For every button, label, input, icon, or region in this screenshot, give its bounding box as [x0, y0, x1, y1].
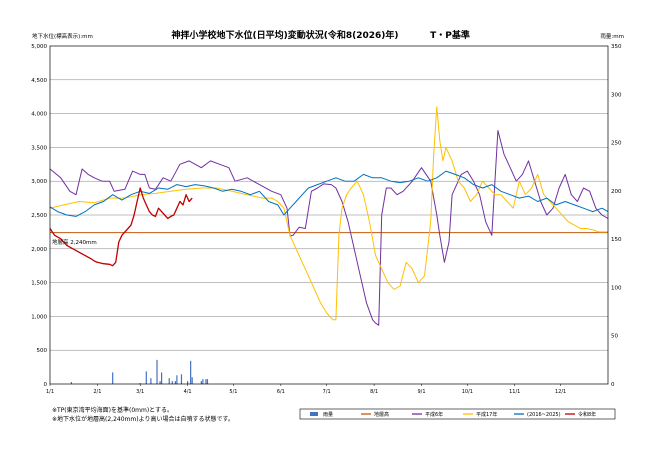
series-line-r8: [49, 187, 193, 267]
x-tick-label: 6/1: [277, 389, 285, 395]
y-tick-label: 4,500: [31, 78, 47, 84]
x-tick-label: 2/1: [93, 389, 101, 395]
y2-tick-label: 250: [611, 141, 622, 147]
legend-frame: [299, 408, 616, 420]
rain-bar: [70, 382, 73, 384]
chart-title-suffix: T・P基準: [430, 29, 470, 41]
x-tick-label: 7/1: [323, 389, 331, 395]
legend-label: 平成17年: [476, 411, 497, 418]
series-line-h17: [49, 106, 608, 321]
y-tick-label: 4,000: [31, 112, 47, 118]
y2-tick-label: 0: [611, 382, 615, 388]
legend-label: 令和8年: [578, 411, 596, 418]
rain-bar: [205, 379, 207, 384]
x-tick-label: 4/1: [184, 389, 192, 395]
rain-bar: [174, 381, 176, 384]
y-tick-label: 3,000: [31, 179, 47, 185]
right-axis-unit: 雨量:mm: [600, 33, 624, 40]
chart-title: 神拝小学校地下水位(日平均)変動状況(令和8(2026)年): [172, 29, 399, 41]
rain-bar: [159, 381, 161, 384]
y-tick-label: 0: [44, 382, 48, 388]
y-tick-label: 5,000: [31, 44, 47, 50]
y-tick-label: 1,500: [31, 281, 47, 287]
legend-label: 平成6年: [425, 411, 443, 418]
x-tick-label: 12/1: [555, 389, 566, 395]
left-axis-unit: 地下水位(標高表示):mm: [32, 32, 93, 40]
rain-bar: [206, 379, 209, 384]
note-1: ※TP(東京湾平均海面)を基準(0mm)とする。: [52, 406, 173, 414]
rain-bar: [186, 381, 189, 384]
series-lines: [49, 106, 609, 326]
y2-tick-label: 350: [611, 44, 622, 50]
rain-bar: [202, 379, 204, 384]
rain-bars: [70, 359, 209, 384]
x-tick-label: 9/1: [417, 389, 425, 395]
rain-bar: [161, 372, 163, 384]
y2-tick-label: 100: [611, 285, 622, 291]
x-tick-label: 11/1: [509, 389, 520, 395]
x-tick-label: 1/1: [46, 389, 54, 395]
ground-level-label: 地層高 2,240mm: [52, 238, 97, 246]
axis-layer: 05001,0001,5002,0002,5003,0003,5004,0004…: [31, 44, 622, 395]
grid-layer: [50, 79, 608, 351]
y2-tick-label: 150: [611, 237, 622, 243]
rain-bar: [171, 381, 173, 384]
plot-frame: [49, 45, 609, 385]
note-2: ※地下水位が地層高(2,240mm)より高い場合は自噴する状態です。: [52, 415, 234, 423]
series-line-h6: [49, 130, 609, 326]
y-tick-label: 1,000: [31, 314, 47, 320]
x-tick-label: 5/1: [229, 389, 237, 395]
y-tick-label: 3,500: [31, 145, 47, 151]
legend-label: 雨量: [323, 411, 333, 418]
rain-bar: [200, 381, 202, 384]
legend-swatch-rain: [310, 412, 318, 416]
x-tick-label: 3/1: [136, 389, 144, 395]
rain-bar: [180, 374, 183, 384]
legend-label: (2016~2025): [527, 412, 561, 418]
series-line-avg: [49, 170, 609, 217]
rain-bar: [150, 378, 152, 384]
rain-bar: [190, 360, 192, 384]
legend-label: 地層高: [374, 411, 389, 418]
y2-tick-label: 300: [611, 92, 622, 98]
x-tick-label: 10/1: [462, 389, 473, 395]
rain-bar: [112, 372, 114, 384]
y-tick-label: 500: [37, 348, 48, 354]
rain-bar: [145, 371, 147, 384]
y2-tick-label: 200: [611, 189, 622, 195]
rain-bar: [139, 383, 141, 384]
y-tick-label: 2,000: [31, 247, 47, 253]
y-tick-label: 2,500: [31, 213, 47, 219]
rain-bar: [156, 359, 158, 384]
rain-bar: [191, 377, 193, 384]
legend: 雨量 地層高 平成6年 平成17年 (2016~2025) 令和8年: [299, 408, 616, 420]
rain-bar: [176, 375, 178, 384]
y2-tick-label: 50: [611, 334, 618, 340]
rain-bar: [168, 378, 170, 384]
x-tick-label: 8/1: [370, 389, 378, 395]
